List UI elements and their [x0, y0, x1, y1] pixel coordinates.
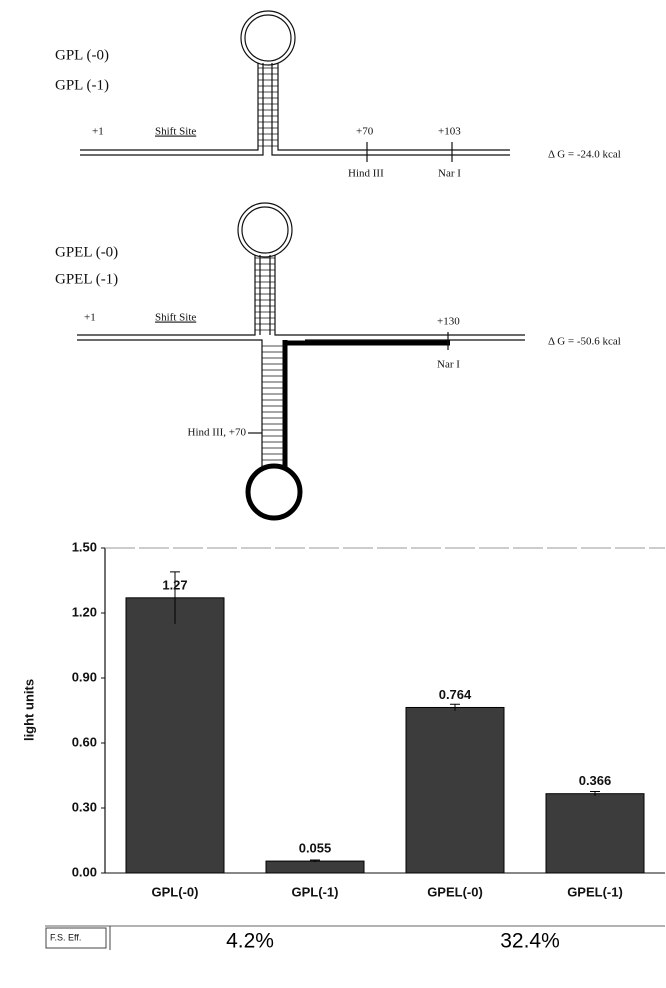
label-box: [45, 927, 107, 949]
error-bar: [450, 703, 460, 711]
y-tick-label: 0.60: [72, 734, 97, 749]
diagram-gpl: GPL (-0) GPL (-1) +1 Shift Site +70 +103…: [55, 10, 621, 180]
x-tick-label: GPEL(-0): [427, 884, 483, 899]
position: +130: [437, 316, 460, 328]
delta-g: Δ G = -50.6 kcal: [548, 336, 621, 348]
value-label: 0.055: [299, 841, 332, 856]
shift-site: Shift Site: [155, 312, 196, 324]
y-tick-label: 0.00: [72, 864, 97, 879]
site: Nar I: [437, 359, 460, 371]
construct-label: GPL (-1): [55, 77, 109, 93]
table-value: 32.4%: [500, 930, 560, 953]
construct-label: GPL (-0): [55, 47, 109, 63]
construct-label: GPEL (-0): [55, 244, 118, 260]
position: +1: [92, 126, 104, 138]
loop: [244, 14, 292, 62]
y-axis-title: light units: [21, 679, 36, 741]
table-value: 4.2%: [226, 930, 274, 953]
position: +1: [84, 312, 96, 324]
bar: [265, 860, 365, 874]
strand: [80, 63, 510, 156]
site: Hind III, +70: [188, 427, 247, 439]
construct-label: GPEL (-1): [55, 271, 118, 287]
loop: [240, 10, 296, 66]
loop: [245, 463, 303, 521]
table-label: F.S. Eff.: [50, 932, 81, 942]
bar: [405, 706, 505, 874]
delta-g: Δ G = -24.0 kcal: [548, 149, 621, 161]
error-bar: [590, 791, 600, 796]
site: Hind III: [348, 168, 384, 180]
bar: [125, 597, 225, 874]
value-label: 0.366: [579, 773, 612, 788]
loop: [237, 202, 293, 258]
y-tick-label: 0.90: [72, 669, 97, 684]
site: Nar I: [438, 168, 461, 180]
x-tick-label: GPL(-0): [152, 884, 199, 899]
strand: [77, 255, 525, 470]
strand-bold: [282, 340, 450, 470]
shift-site: Shift Site: [155, 126, 196, 138]
loop: [241, 206, 289, 254]
y-tick-label: 0.30: [72, 799, 97, 814]
value-label: 0.764: [439, 687, 472, 702]
bar: [545, 793, 645, 874]
value-label: 1.27: [162, 577, 187, 592]
position: +103: [438, 126, 461, 138]
x-tick-label: GPL(-1): [292, 884, 339, 899]
position: +70: [356, 126, 374, 138]
error-bar: [170, 571, 180, 624]
error-bar: [310, 859, 320, 863]
y-tick-label: 1.20: [72, 604, 97, 619]
x-tick-label: GPEL(-1): [567, 884, 623, 899]
diagram-gpel: GPEL (-0) GPEL (-1) +1 Shift Site +130 N…: [55, 202, 621, 521]
y-tick-label: 1.50: [72, 539, 97, 554]
